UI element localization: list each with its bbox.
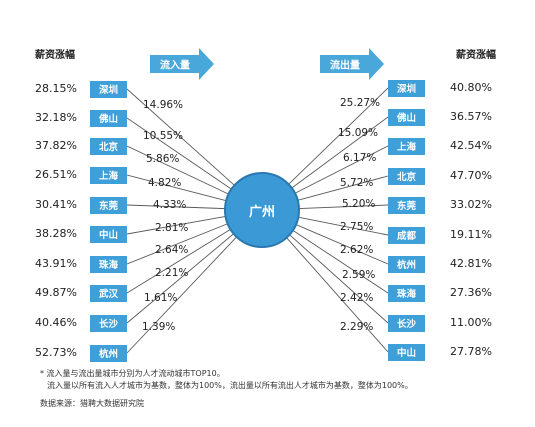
inflow-line [126, 236, 237, 354]
inflow-line [126, 117, 232, 190]
left-city-box: 北京 [90, 137, 127, 155]
outflow-line [298, 216, 389, 236]
inflow-arrow-icon [150, 48, 214, 80]
inflow-share-value: 2.21% [155, 267, 189, 279]
left-city-box: 深圳 [90, 80, 127, 98]
footnote-line-2: 流入量以所有流入人才城市为基数，整体为100%，流出量以所有流出人才城市为基数，… [47, 381, 413, 390]
inflow-line [126, 233, 234, 324]
inflow-share-value: 1.61% [144, 292, 178, 304]
left-salary-value: 28.15% [35, 82, 77, 95]
outflow-line [297, 175, 389, 201]
left-salary-value: 40.46% [35, 316, 77, 329]
right-salary-value: 42.81% [450, 257, 492, 270]
outflow-line [291, 116, 389, 189]
outflow-share-value: 15.09% [338, 127, 379, 139]
outflow-arrow-label: 流出量 [330, 60, 360, 72]
right-salary-value: 47.70% [450, 169, 492, 182]
right-city-box: 珠海 [388, 284, 425, 302]
left-salary-value: 38.28% [35, 227, 77, 240]
inflow-line [126, 174, 227, 202]
inflow-line [126, 204, 226, 210]
right-salary-header: 薪资涨幅 [456, 50, 496, 61]
center-city-circle [224, 172, 300, 248]
left-salary-header: 薪资涨幅 [35, 50, 75, 61]
inflow-line [126, 145, 229, 195]
right-city-box: 长沙 [388, 314, 425, 332]
right-salary-value: 27.78% [450, 345, 492, 358]
right-city-box: 中山 [388, 343, 425, 361]
inflow-arrow-label: 流入量 [160, 60, 190, 72]
outflow-line [292, 229, 389, 294]
outflow-share-value: 2.59% [342, 269, 376, 281]
left-city-box: 长沙 [90, 314, 127, 332]
right-salary-value: 33.02% [450, 198, 492, 211]
inflow-share-value: 5.86% [146, 153, 180, 165]
right-city-box: 北京 [388, 167, 425, 185]
inflow-share-value: 4.33% [153, 199, 187, 211]
outflow-share-value: 2.29% [340, 321, 374, 333]
inflow-line [126, 223, 228, 265]
outflow-line [294, 145, 389, 194]
outflow-line [288, 87, 389, 185]
right-city-box: 杭州 [388, 255, 425, 273]
inflow-share-value: 14.96% [143, 99, 184, 111]
right-salary-value: 36.57% [450, 110, 492, 123]
left-salary-value: 43.91% [35, 257, 77, 270]
right-salary-value: 27.36% [450, 286, 492, 299]
right-city-box: 佛山 [388, 108, 425, 126]
outflow-share-value: 25.27% [340, 97, 381, 109]
inflow-share-value: 1.39% [142, 321, 176, 333]
outflow-share-value: 5.72% [340, 177, 374, 189]
footnote-line-1: * 流入量与流出量城市分别为人才流动城市TOP10。 [40, 369, 225, 378]
inflow-share-value: 2.81% [155, 222, 189, 234]
right-salary-value: 19.11% [450, 228, 492, 241]
outflow-line [295, 224, 389, 265]
right-salary-value: 11.00% [450, 316, 492, 329]
left-salary-value: 37.82% [35, 139, 77, 152]
inflow-share-value: 10.55% [143, 130, 184, 142]
outflow-arrow-icon [320, 48, 384, 80]
left-salary-value: 26.51% [35, 168, 77, 181]
outflow-line [286, 237, 389, 353]
left-salary-value: 52.73% [35, 346, 77, 359]
left-city-box: 东莞 [90, 196, 127, 214]
outflow-share-value: 5.20% [342, 198, 376, 210]
right-salary-value: 40.80% [450, 81, 492, 94]
left-city-box: 杭州 [90, 344, 127, 362]
outflow-line [289, 234, 389, 324]
center-city-label: 广州 [248, 204, 275, 220]
inflow-line [126, 216, 226, 235]
inflow-share-value: 2.64% [155, 244, 189, 256]
outflow-share-value: 2.42% [340, 292, 374, 304]
left-city-box: 佛山 [90, 109, 127, 127]
right-city-box: 东莞 [388, 196, 425, 214]
left-city-box: 上海 [90, 166, 127, 184]
left-salary-value: 32.18% [35, 111, 77, 124]
left-city-box: 珠海 [90, 255, 127, 273]
right-city-box: 成都 [388, 226, 425, 244]
inflow-line [126, 228, 231, 294]
data-source: 数据来源：猎聘大数据研究院 [40, 399, 144, 408]
outflow-line [298, 204, 389, 209]
inflow-share-value: 4.82% [148, 177, 182, 189]
right-city-box: 上海 [388, 137, 425, 155]
inflow-line [126, 88, 235, 186]
right-city-box: 深圳 [388, 79, 425, 97]
left-salary-value: 49.87% [35, 286, 77, 299]
left-city-box: 中山 [90, 225, 127, 243]
outflow-share-value: 2.62% [340, 244, 374, 256]
right-salary-value: 42.54% [450, 139, 492, 152]
left-city-box: 武汉 [90, 284, 127, 302]
outflow-share-value: 2.75% [340, 221, 374, 233]
outflow-share-value: 6.17% [343, 152, 377, 164]
left-salary-value: 30.41% [35, 198, 77, 211]
